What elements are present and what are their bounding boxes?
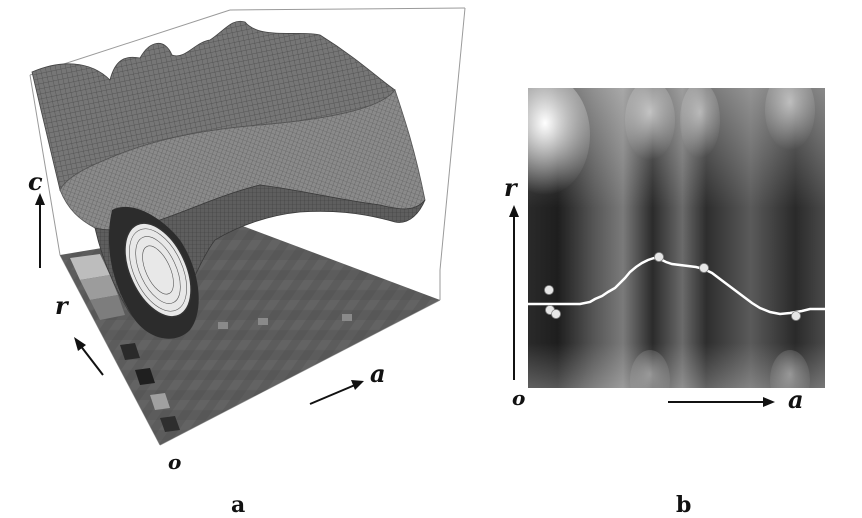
bright-region	[500, 75, 590, 195]
map-svg	[500, 70, 825, 410]
data-point	[699, 263, 709, 273]
axis-a-arrow	[668, 397, 775, 407]
caption-b: b	[676, 492, 692, 518]
floor-tiles-highlight	[70, 254, 352, 432]
axis-r-arrow	[74, 337, 104, 376]
axis-c-arrow	[35, 193, 45, 268]
panel-a-3d-surface: c r a o	[0, 0, 470, 474]
axis-r-label: r	[504, 173, 517, 202]
funnel-grid	[129, 228, 187, 312]
axis-a-arrow	[309, 380, 364, 405]
data-point	[551, 309, 561, 319]
axis-r-label: r	[55, 291, 68, 320]
panel-b-2d-map: r a o	[490, 0, 862, 470]
ridge-curve	[528, 256, 825, 316]
data-points	[544, 252, 801, 321]
axis-c-label: c	[28, 167, 43, 196]
origin-label: o	[512, 386, 526, 410]
caption-a: a	[231, 492, 246, 518]
funnel-opening	[124, 222, 192, 318]
origin-label: o	[168, 450, 182, 474]
axis-r-arrow	[509, 205, 519, 380]
surface-plot-svg	[29, 7, 466, 446]
data-point	[791, 311, 801, 321]
data-point	[544, 285, 554, 295]
axis-a-label: a	[788, 385, 804, 414]
data-point	[654, 252, 664, 262]
axis-a-label: a	[370, 359, 386, 388]
